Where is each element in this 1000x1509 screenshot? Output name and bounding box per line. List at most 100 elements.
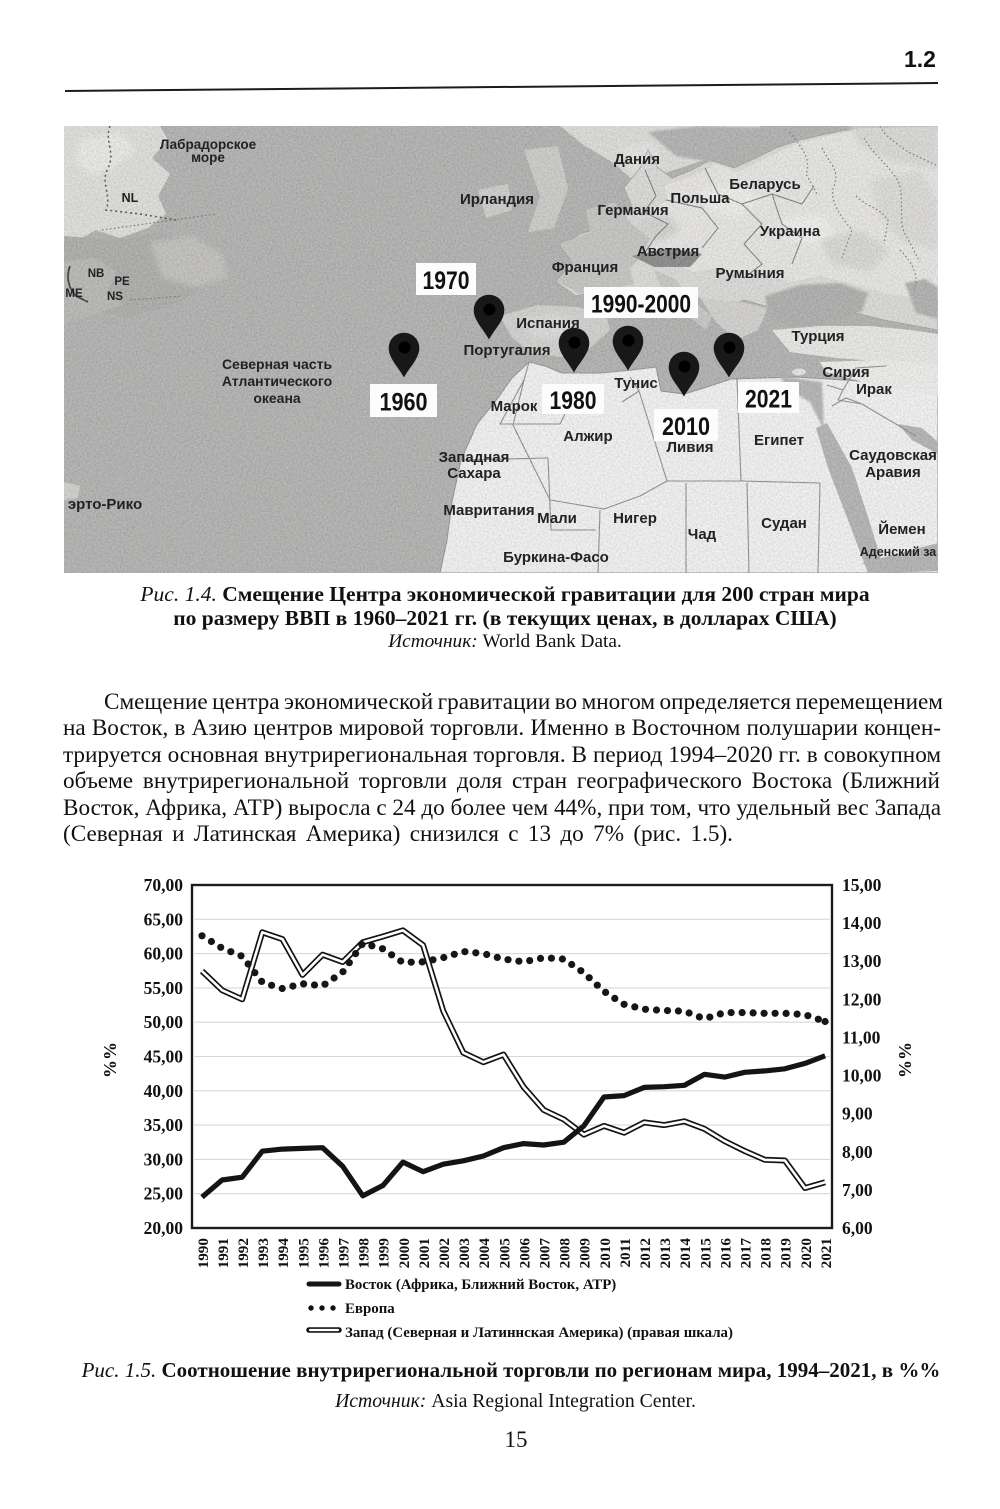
- svg-text:%%: %%: [895, 1042, 915, 1078]
- svg-text:70,00: 70,00: [144, 875, 184, 895]
- svg-text:1997: 1997: [336, 1238, 353, 1269]
- svg-text:NL: NL: [122, 191, 139, 205]
- svg-text:Сирия: Сирия: [822, 364, 869, 381]
- svg-text:2004: 2004: [476, 1238, 493, 1269]
- svg-text:1998: 1998: [356, 1238, 373, 1269]
- svg-text:Турция: Турция: [791, 328, 844, 345]
- svg-text:Дания: Дания: [614, 151, 660, 168]
- svg-text:10,00: 10,00: [842, 1066, 882, 1086]
- svg-text:Йемен: Йемен: [878, 520, 925, 538]
- svg-text:2007: 2007: [537, 1238, 554, 1269]
- svg-text:2009: 2009: [577, 1238, 594, 1269]
- svg-text:20,00: 20,00: [144, 1218, 184, 1238]
- svg-text:Португалия: Португалия: [463, 342, 550, 359]
- svg-text:9,00: 9,00: [842, 1104, 873, 1124]
- svg-text:Алжир: Алжир: [563, 428, 612, 445]
- svg-text:Лабрадорское: Лабрадорское: [160, 137, 257, 152]
- svg-text:1994: 1994: [275, 1238, 292, 1269]
- svg-text:Тунис: Тунис: [614, 375, 658, 392]
- svg-text:Аденский за: Аденский за: [860, 545, 938, 559]
- svg-text:Германия: Германия: [597, 202, 668, 219]
- svg-text:NB: NB: [88, 268, 105, 280]
- svg-text:Северная часть: Северная часть: [222, 356, 333, 372]
- svg-text:ME: ME: [65, 288, 83, 300]
- svg-text:1970: 1970: [423, 267, 470, 295]
- svg-text:2010: 2010: [662, 413, 710, 441]
- svg-text:Польша: Польша: [670, 190, 730, 207]
- svg-text:эрто-Рико: эрто-Рико: [68, 496, 142, 513]
- svg-text:Восток (Африка, Ближний Восток: Восток (Африка, Ближний Восток, АТР): [345, 1277, 616, 1293]
- svg-text:60,00: 60,00: [144, 944, 184, 964]
- svg-text:Австрия: Австрия: [637, 243, 700, 260]
- svg-text:1992: 1992: [235, 1238, 252, 1268]
- svg-text:1996: 1996: [315, 1238, 332, 1269]
- svg-text:2000: 2000: [396, 1238, 413, 1269]
- svg-text:15,00: 15,00: [842, 875, 882, 895]
- svg-text:55,00: 55,00: [144, 978, 184, 998]
- svg-text:65,00: 65,00: [144, 909, 184, 929]
- svg-text:12,00: 12,00: [842, 989, 882, 1009]
- svg-text:Мали: Мали: [537, 510, 577, 527]
- svg-text:Румыния: Румыния: [715, 265, 784, 282]
- svg-text:2021: 2021: [745, 386, 792, 414]
- svg-text:%%: %%: [100, 1042, 120, 1078]
- svg-text:2014: 2014: [677, 1238, 694, 1269]
- svg-text:Сахара: Сахара: [447, 465, 501, 482]
- svg-text:Нигер: Нигер: [613, 510, 657, 527]
- svg-text:2016: 2016: [717, 1238, 734, 1269]
- svg-text:35,00: 35,00: [144, 1115, 184, 1135]
- svg-text:Ирак: Ирак: [856, 381, 892, 398]
- svg-text:Мавритания: Мавритания: [443, 502, 534, 519]
- svg-text:NS: NS: [107, 291, 123, 303]
- svg-text:2005: 2005: [496, 1238, 513, 1269]
- svg-text:30,00: 30,00: [144, 1149, 184, 1169]
- svg-text:Марок: Марок: [491, 398, 538, 415]
- svg-text:14,00: 14,00: [842, 913, 882, 933]
- svg-text:Ирландия: Ирландия: [460, 191, 534, 208]
- svg-text:8,00: 8,00: [842, 1142, 873, 1162]
- svg-text:2019: 2019: [778, 1238, 795, 1269]
- svg-text:1991: 1991: [215, 1238, 232, 1268]
- svg-text:50,00: 50,00: [144, 1012, 184, 1032]
- svg-text:1960: 1960: [380, 389, 428, 417]
- svg-text:Саудовская: Саудовская: [849, 447, 937, 464]
- svg-text:2012: 2012: [637, 1238, 654, 1268]
- svg-text:25,00: 25,00: [144, 1184, 184, 1204]
- svg-text:Западная: Западная: [439, 449, 510, 466]
- svg-text:1990: 1990: [195, 1238, 212, 1269]
- svg-text:океана: океана: [253, 390, 301, 406]
- svg-text:1990-2000: 1990-2000: [591, 291, 691, 319]
- svg-text:2020: 2020: [798, 1238, 815, 1269]
- svg-text:1999: 1999: [376, 1238, 393, 1269]
- svg-text:2013: 2013: [657, 1238, 674, 1269]
- svg-text:45,00: 45,00: [144, 1047, 184, 1067]
- svg-text:2018: 2018: [758, 1238, 775, 1269]
- svg-text:PE: PE: [114, 276, 130, 288]
- svg-text:2008: 2008: [557, 1238, 574, 1269]
- svg-text:2011: 2011: [617, 1238, 634, 1268]
- svg-text:Украина: Украина: [760, 223, 821, 240]
- svg-text:Атлантического: Атлантического: [222, 373, 332, 389]
- svg-text:1995: 1995: [295, 1238, 312, 1269]
- svg-text:Буркина-Фасо: Буркина-Фасо: [503, 549, 609, 566]
- svg-text:13,00: 13,00: [842, 951, 882, 971]
- svg-text:Ливия: Ливия: [667, 439, 714, 456]
- svg-text:Испания: Испания: [516, 315, 580, 332]
- svg-text:Египет: Египет: [754, 432, 804, 449]
- svg-text:2006: 2006: [516, 1238, 533, 1269]
- svg-text:Чад: Чад: [688, 526, 717, 543]
- svg-text:40,00: 40,00: [144, 1081, 184, 1101]
- svg-text:Европа: Европа: [345, 1301, 395, 1317]
- svg-text:1980: 1980: [550, 387, 597, 415]
- svg-text:6,00: 6,00: [842, 1218, 873, 1238]
- svg-text:Франция: Франция: [552, 259, 619, 276]
- svg-text:11,00: 11,00: [842, 1027, 881, 1047]
- svg-text:2001: 2001: [416, 1238, 433, 1268]
- svg-text:Судан: Судан: [761, 515, 807, 532]
- svg-text:2015: 2015: [697, 1238, 714, 1269]
- svg-text:2010: 2010: [597, 1238, 614, 1269]
- svg-text:2003: 2003: [456, 1238, 473, 1269]
- svg-text:море: море: [191, 150, 225, 165]
- svg-text:2017: 2017: [738, 1238, 755, 1269]
- svg-text:2021: 2021: [818, 1238, 835, 1268]
